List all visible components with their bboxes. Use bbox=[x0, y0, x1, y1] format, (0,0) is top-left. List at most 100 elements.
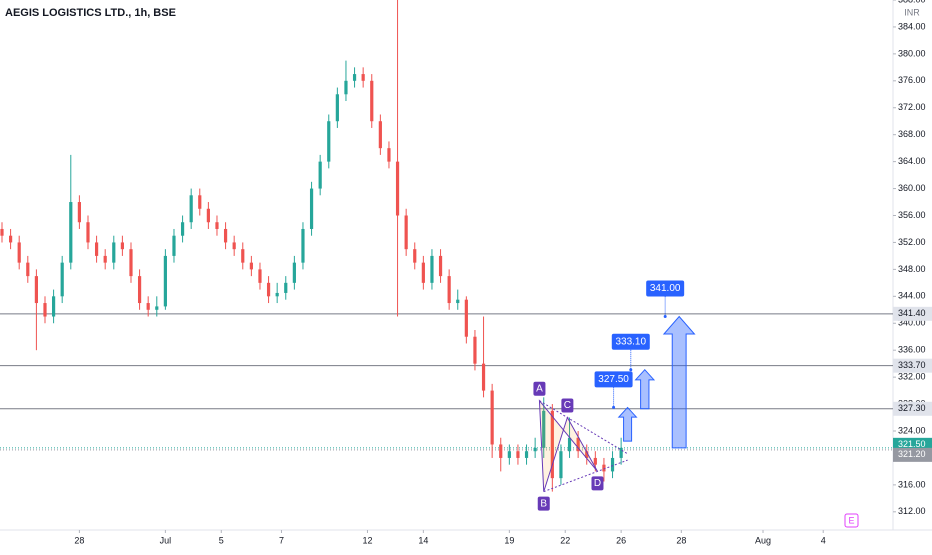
price-line-label-box bbox=[893, 306, 932, 321]
x-tick-label: 28 bbox=[676, 535, 686, 545]
candle-body bbox=[284, 282, 288, 293]
x-tick-label: Aug bbox=[755, 535, 771, 545]
candle-body bbox=[456, 299, 460, 304]
y-tick-label: 336.00 bbox=[898, 345, 926, 355]
x-tick-label: 5 bbox=[219, 535, 224, 545]
currency: INR bbox=[904, 7, 920, 17]
candle-body bbox=[180, 222, 185, 236]
x-tick-label: 26 bbox=[616, 535, 626, 545]
pattern-point-label: A bbox=[536, 383, 543, 394]
candle-body bbox=[413, 249, 417, 263]
x-tick-label: 12 bbox=[362, 535, 372, 545]
event-label[interactable]: E bbox=[848, 515, 854, 525]
event-icon[interactable] bbox=[844, 513, 859, 528]
candle-body bbox=[438, 255, 443, 277]
candle-body bbox=[163, 255, 167, 307]
candle-body bbox=[8, 235, 13, 243]
candle-body bbox=[292, 262, 296, 283]
candle-body bbox=[137, 276, 142, 304]
candle-body bbox=[421, 262, 425, 283]
target-dot bbox=[663, 315, 667, 319]
candle-body bbox=[378, 121, 382, 149]
candle-body bbox=[155, 306, 159, 310]
candle-body bbox=[301, 228, 305, 263]
y-tick-label: 348.00 bbox=[898, 264, 926, 274]
candle-body bbox=[327, 121, 331, 162]
candle-body bbox=[275, 292, 279, 297]
candle-body bbox=[0, 228, 4, 236]
y-tick-label: 352.00 bbox=[898, 237, 926, 247]
target-label: 333.10 bbox=[615, 336, 646, 347]
target-arrow bbox=[617, 406, 638, 442]
candle-body bbox=[266, 282, 271, 297]
candle-body bbox=[585, 451, 589, 458]
candle-body bbox=[619, 447, 623, 458]
pattern-point-box bbox=[533, 381, 546, 396]
candle-body bbox=[499, 444, 503, 458]
y-tick-label: 316.00 bbox=[898, 479, 926, 489]
candle-body bbox=[559, 451, 563, 479]
pattern-trendline bbox=[539, 400, 628, 455]
candle-body bbox=[430, 255, 434, 283]
pattern-point-label: B bbox=[540, 498, 547, 509]
candle-body bbox=[215, 222, 219, 229]
candle-body bbox=[258, 269, 262, 283]
candle-body bbox=[34, 276, 38, 304]
price-line-label-box bbox=[893, 447, 932, 462]
y-tick-label: 344.00 bbox=[898, 291, 926, 301]
candle-body bbox=[189, 195, 193, 223]
candle-body bbox=[249, 262, 253, 270]
candle-body bbox=[567, 437, 572, 452]
target-label-box bbox=[611, 333, 650, 350]
candle-body bbox=[447, 276, 451, 304]
candle-body bbox=[232, 242, 236, 250]
target-arrow bbox=[634, 368, 656, 410]
target-dot bbox=[612, 405, 616, 409]
candle-body bbox=[387, 148, 391, 162]
candle-body bbox=[318, 161, 322, 189]
candle-body bbox=[464, 299, 468, 337]
candle-body bbox=[335, 94, 339, 122]
candle-body bbox=[120, 242, 124, 250]
candle-body bbox=[404, 215, 408, 250]
plot-area: A B C D 327.50 333.10 341.00 bbox=[0, 0, 893, 511]
x-tick-label: 4 bbox=[821, 535, 826, 545]
pattern-point-label: C bbox=[564, 400, 571, 411]
candle-body bbox=[17, 242, 21, 263]
candle-body bbox=[26, 262, 30, 277]
y-tick-label: 372.00 bbox=[898, 102, 926, 112]
target-label-box bbox=[594, 371, 633, 388]
candle-body bbox=[395, 161, 400, 216]
y-tick-label: 368.00 bbox=[898, 129, 926, 139]
y-tick-label: 332.00 bbox=[898, 372, 926, 382]
candle-body bbox=[593, 457, 597, 465]
candle-body bbox=[576, 437, 580, 452]
candle-body bbox=[112, 242, 116, 263]
candle-body bbox=[352, 74, 357, 81]
candle-body bbox=[129, 249, 133, 277]
candle-body bbox=[51, 296, 56, 317]
price-line-label: 321.50 bbox=[898, 439, 926, 449]
target-dot bbox=[629, 368, 633, 372]
target-arrow bbox=[662, 315, 696, 449]
y-tick-label: 384.00 bbox=[898, 21, 926, 31]
axes: 312.00316.00320.00324.00328.00332.00336.… bbox=[74, 0, 932, 545]
candle-body bbox=[43, 303, 47, 317]
x-tick-label: 7 bbox=[279, 535, 284, 545]
candle-body bbox=[490, 390, 494, 445]
price-line-label-box bbox=[893, 358, 932, 373]
candle-body bbox=[60, 262, 64, 297]
x-tick-label: 19 bbox=[504, 535, 514, 545]
price-line-label: 321.20 bbox=[898, 449, 926, 459]
target-label: 341.00 bbox=[650, 283, 681, 294]
pattern-point-box bbox=[591, 476, 604, 491]
x-tick-label: 28 bbox=[74, 535, 84, 545]
candle-body bbox=[223, 228, 228, 243]
candle-body bbox=[610, 457, 615, 472]
pattern-trendline bbox=[543, 459, 628, 493]
candle-body bbox=[473, 336, 477, 364]
candle-body bbox=[206, 208, 210, 223]
candle-body bbox=[94, 242, 99, 256]
y-tick-label: 364.00 bbox=[898, 156, 926, 166]
